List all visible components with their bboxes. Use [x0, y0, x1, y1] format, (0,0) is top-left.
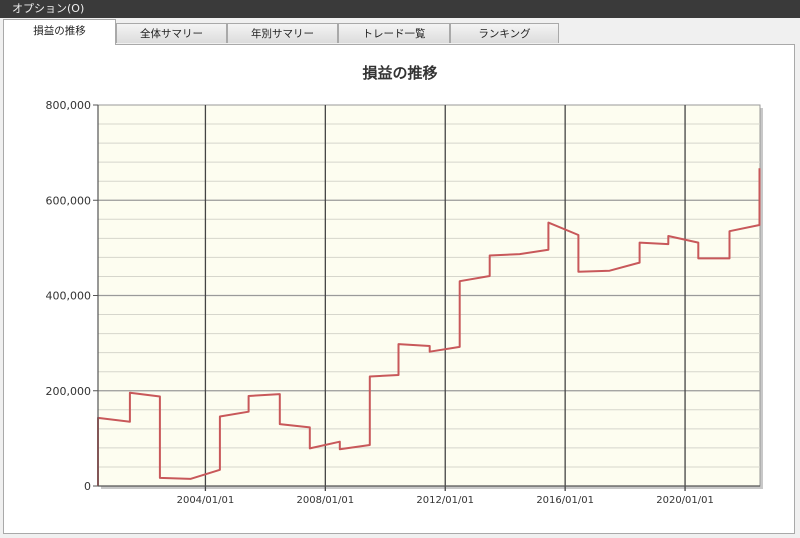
y-tick-label: 200,000 [46, 385, 92, 398]
x-tick-label: 2012/01/01 [416, 495, 474, 506]
menu-options[interactable]: オプション(O) [12, 2, 85, 15]
y-tick-label: 400,000 [46, 290, 92, 303]
tab-bar: 損益の推移 全体サマリー 年別サマリー トレード一覧 ランキング [0, 18, 800, 45]
x-tick-label: 2016/01/01 [536, 495, 594, 506]
x-tick-label: 2020/01/01 [656, 495, 714, 506]
x-tick-label: 2008/01/01 [297, 495, 355, 506]
y-tick-label: 800,000 [46, 99, 92, 112]
tab-ranking[interactable]: ランキング [450, 23, 559, 43]
y-tick-label: 600,000 [46, 194, 92, 207]
tab-trade-list[interactable]: トレード一覧 [338, 23, 450, 43]
tab-pnl-trend[interactable]: 損益の推移 [3, 19, 116, 45]
tab-overall-summary[interactable]: 全体サマリー [116, 23, 227, 43]
chart-title: 損益の推移 [362, 64, 437, 82]
menubar: オプション(O) [0, 0, 800, 18]
x-tick-label: 2004/01/01 [177, 495, 235, 506]
series-line [97, 168, 761, 486]
tab-yearly-summary[interactable]: 年別サマリー [227, 23, 338, 43]
y-tick-label: 0 [84, 480, 91, 493]
